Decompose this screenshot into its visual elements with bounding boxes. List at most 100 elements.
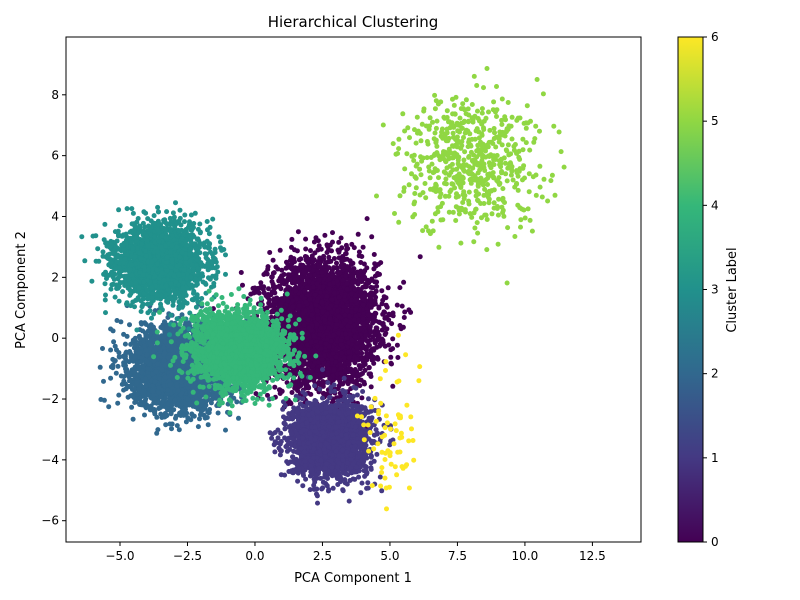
data-point xyxy=(306,384,311,390)
data-point xyxy=(375,271,381,276)
data-point xyxy=(331,290,337,296)
data-point xyxy=(338,262,344,268)
data-point xyxy=(339,245,345,251)
data-point xyxy=(344,286,350,292)
data-point xyxy=(267,297,272,303)
data-point xyxy=(360,293,366,299)
data-point xyxy=(298,344,304,350)
data-point xyxy=(296,257,302,263)
data-point xyxy=(389,321,395,327)
cluster-0-points xyxy=(210,216,423,453)
data-point xyxy=(330,230,335,236)
data-point xyxy=(325,380,331,386)
data-point xyxy=(371,252,377,257)
data-point xyxy=(302,288,308,294)
data-point xyxy=(357,327,363,333)
data-point xyxy=(344,280,350,286)
data-point xyxy=(374,279,380,285)
data-point xyxy=(380,337,386,343)
data-point xyxy=(374,355,380,360)
data-point xyxy=(355,371,361,377)
data-point xyxy=(368,278,374,283)
data-point xyxy=(394,342,400,348)
data-point xyxy=(295,229,301,235)
data-point xyxy=(395,355,401,360)
data-point xyxy=(371,315,376,321)
data-point xyxy=(381,309,387,315)
data-point xyxy=(315,238,321,244)
data-point xyxy=(377,343,383,349)
data-point xyxy=(267,302,273,308)
data-point xyxy=(363,284,369,290)
data-point xyxy=(326,286,332,292)
data-point xyxy=(368,290,374,296)
data-point xyxy=(279,267,285,273)
data-point xyxy=(260,286,266,292)
data-point xyxy=(309,312,315,318)
data-point xyxy=(340,277,346,283)
data-point xyxy=(336,239,342,245)
data-point xyxy=(354,356,360,362)
data-point xyxy=(296,303,302,309)
data-point xyxy=(352,297,358,303)
data-point xyxy=(283,265,289,271)
data-point xyxy=(382,332,388,337)
data-point xyxy=(308,304,314,310)
data-point xyxy=(285,261,291,267)
data-point xyxy=(324,362,330,368)
data-point xyxy=(273,264,279,270)
data-point xyxy=(258,280,264,286)
data-point xyxy=(324,242,330,248)
data-point xyxy=(341,355,347,361)
data-point xyxy=(367,295,373,301)
data-point xyxy=(360,316,366,322)
data-point xyxy=(261,272,267,277)
data-point xyxy=(390,313,396,319)
data-point xyxy=(322,232,328,238)
data-point xyxy=(368,303,374,309)
data-point xyxy=(369,348,374,354)
data-point xyxy=(401,315,407,320)
data-point xyxy=(281,272,287,277)
data-point xyxy=(348,262,354,267)
data-point xyxy=(253,391,259,397)
data-point xyxy=(338,323,344,329)
data-point xyxy=(345,323,351,329)
data-point xyxy=(359,356,365,362)
data-point xyxy=(399,303,405,309)
data-point xyxy=(325,370,331,376)
data-point xyxy=(266,286,271,292)
data-point xyxy=(331,367,337,373)
data-point xyxy=(388,354,394,360)
data-point xyxy=(394,302,400,308)
data-point xyxy=(368,354,374,360)
data-point xyxy=(279,388,285,394)
data-point xyxy=(344,308,350,314)
data-point xyxy=(366,365,372,371)
data-point xyxy=(333,354,339,360)
data-point xyxy=(318,325,324,331)
data-point xyxy=(338,362,343,367)
data-point xyxy=(304,342,310,348)
data-point xyxy=(362,274,368,280)
data-point xyxy=(381,294,387,300)
data-point xyxy=(288,254,294,260)
data-point xyxy=(306,266,312,272)
data-point xyxy=(350,274,356,280)
data-point xyxy=(289,244,294,250)
data-point xyxy=(256,290,262,296)
data-point xyxy=(343,242,349,248)
data-point xyxy=(376,305,382,311)
data-point xyxy=(317,386,323,392)
data-point xyxy=(340,257,346,263)
data-point xyxy=(319,299,325,305)
data-point xyxy=(303,246,309,252)
data-point xyxy=(351,328,357,333)
data-point xyxy=(326,305,332,311)
data-point xyxy=(292,277,297,283)
data-point xyxy=(282,472,288,478)
data-point xyxy=(329,248,334,254)
data-point xyxy=(335,308,341,314)
data-point xyxy=(397,285,403,291)
data-point xyxy=(326,254,332,260)
